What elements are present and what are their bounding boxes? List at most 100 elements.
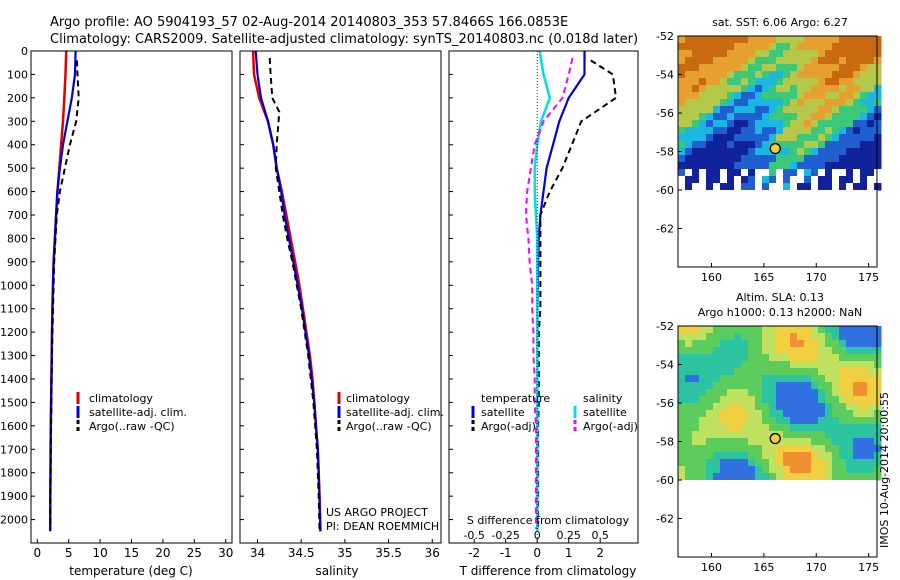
map-cell [867,64,875,72]
map-cell [832,162,840,170]
x-tick-label: 34 [250,546,265,560]
map-cell [860,120,868,128]
map-cell [741,183,749,191]
y-tick-label: -58 [656,146,674,159]
map-cell [699,106,707,114]
y-tick-label: 1300 [0,350,28,363]
map-cell [706,106,714,114]
map-cell [678,347,686,355]
map-cell [860,36,868,44]
map-cell [874,340,882,348]
map-cell [685,368,693,376]
map-cell [874,78,882,86]
map-cell [818,71,826,79]
map-cell [811,50,819,58]
map-cell [825,36,833,44]
map-cell [734,375,742,383]
map-cell [860,382,868,390]
map-cell [706,127,714,135]
map-cell [769,127,777,135]
map-cell [874,155,882,163]
map-cell [755,85,763,93]
map-cell [860,43,868,51]
map-cell [825,64,833,72]
map-cell [811,148,819,156]
map-cell [706,120,714,128]
map-cell [748,85,756,93]
map-cell [825,106,833,114]
map-cell [776,424,784,432]
map-cell [776,326,784,334]
difference-axes-frame [448,50,639,544]
map-cell [685,169,693,177]
map-cell [804,438,812,446]
map-cell [874,403,882,411]
map-cell [769,113,777,121]
map-cell [846,71,854,79]
map-cell [755,64,763,72]
map-cell [797,459,805,467]
map-cell [860,410,868,418]
y-tick-label: 500 [7,162,28,175]
map-cell [727,176,735,184]
map-cell [762,106,770,114]
map-cell [769,92,777,100]
map-cell [720,431,728,439]
legend-label-s-satellite: satellite [583,406,627,419]
map-cell [867,438,875,446]
map-cell [860,403,868,411]
map-cell [853,438,861,446]
map-cell [783,148,791,156]
map-cell [832,347,840,355]
map-cell [769,361,777,369]
map-cell [748,368,756,376]
map-cell [769,183,777,191]
map-cell [748,155,756,163]
map-cell [734,57,742,65]
x-tick-label: 0 [33,546,41,560]
map-cell [832,50,840,58]
map-cell [748,333,756,341]
map-cell [727,445,735,453]
map-cell [811,347,819,355]
map-cell [692,368,700,376]
map-cell [741,148,749,156]
argo-float-marker [769,432,781,445]
map-cell [685,43,693,51]
map-cell [846,438,854,446]
map-cell [769,71,777,79]
map-cell [734,176,742,184]
map-cell [867,92,875,100]
map-cell [713,120,721,128]
map-cell [692,361,700,369]
map-cell [713,431,721,439]
map-cell [755,176,763,184]
map-cell [692,382,700,390]
map-cell [762,375,770,383]
map-cell [783,438,791,446]
map-cell [685,141,693,149]
map-cell [678,375,686,383]
map-cell [699,326,707,334]
map-cell [748,347,756,355]
map-cell [818,50,826,58]
x-tick-label: 175 [858,561,879,574]
map-cell [825,396,833,404]
map-cell [874,382,882,390]
map-cell [860,85,868,93]
map-cell [860,57,868,65]
map-cell [699,368,707,376]
difference-xlabel-top: S difference from climatology [467,514,630,527]
map-cell [811,176,819,184]
map-cell [839,389,847,397]
map-cell [685,176,693,184]
map-cell [699,127,707,135]
map-cell [720,106,728,114]
map-cell [755,431,763,439]
map-cell [790,127,798,135]
map-cell [720,424,728,432]
map-cell [860,473,868,481]
map-cell [748,403,756,411]
map-cell [741,43,749,51]
map-cell [811,113,819,121]
